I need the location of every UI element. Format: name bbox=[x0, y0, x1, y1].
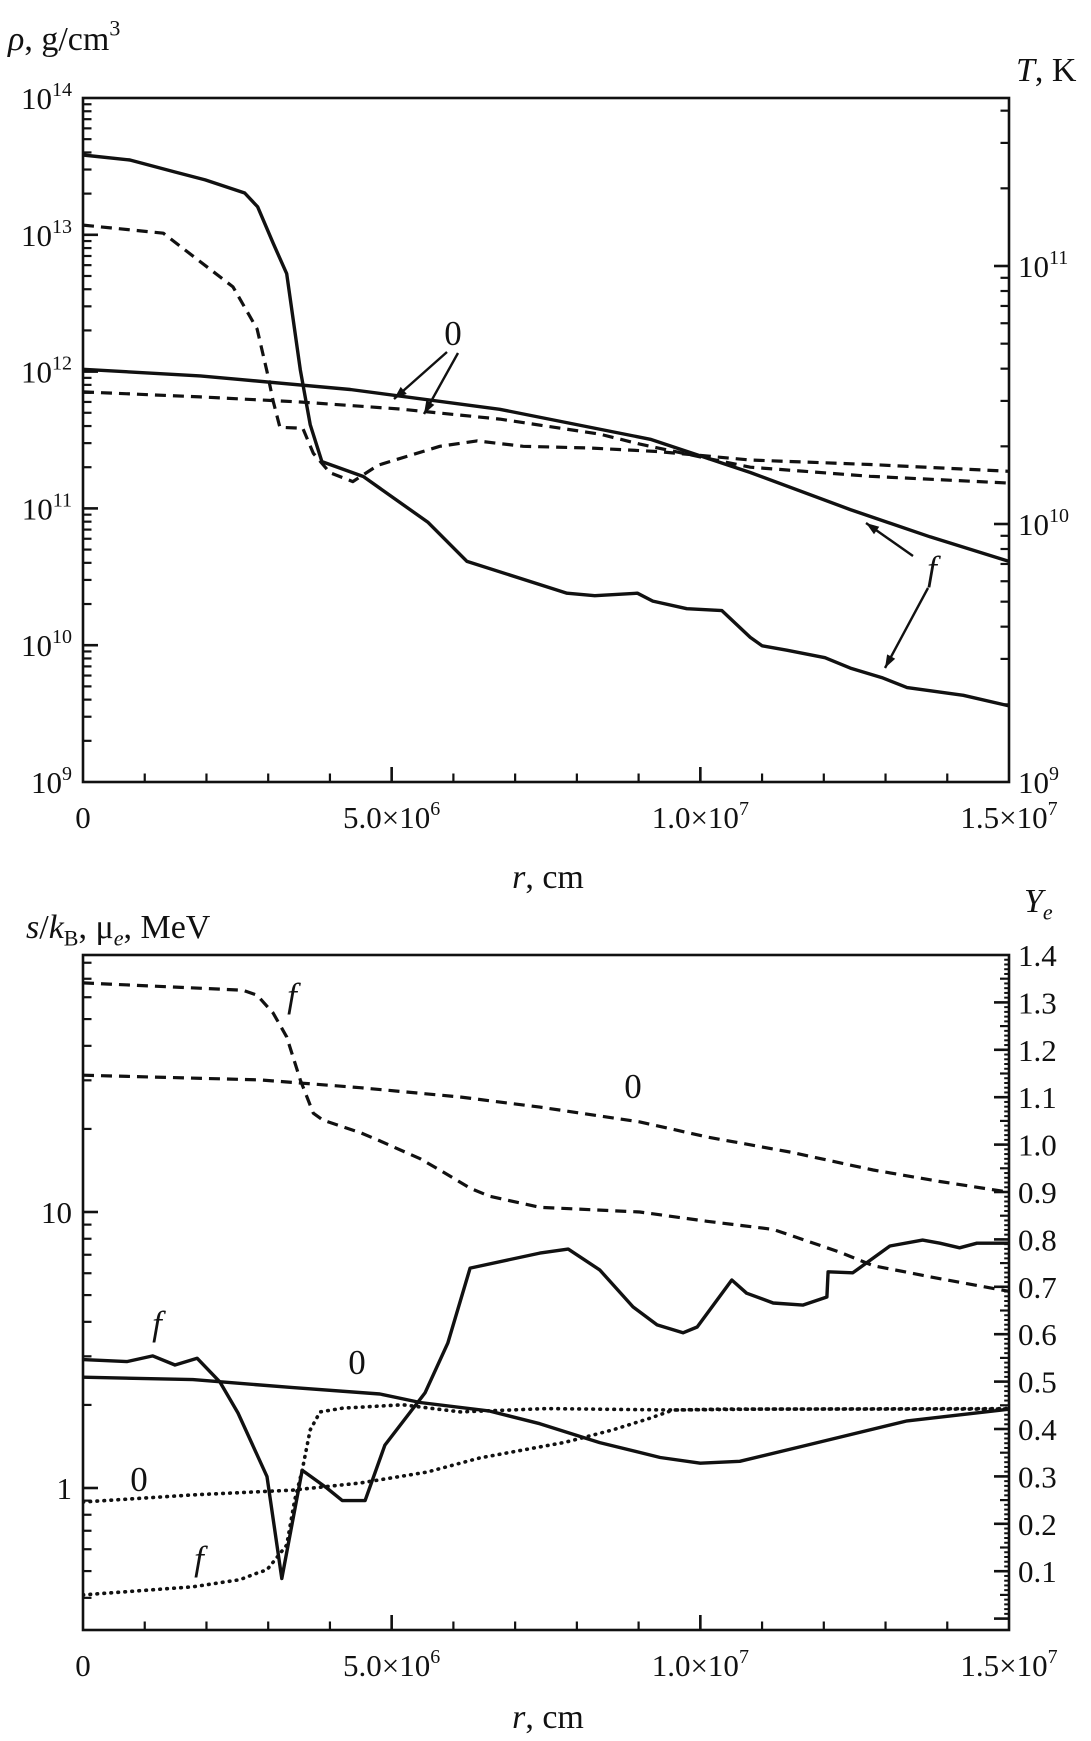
top-plot-left-tick-label: 109 bbox=[31, 763, 72, 800]
annotation-f-0-text: f bbox=[287, 976, 301, 1015]
annotation-f-5-text: f bbox=[194, 1539, 208, 1578]
annotation-0-4-text: 0 bbox=[130, 1460, 148, 1499]
bottom-plot-x-tick-label: 5.0×106 bbox=[343, 1646, 440, 1683]
annotation-f-1-text: f bbox=[927, 549, 941, 588]
bottom-plot-right-tick-label: 0.3 bbox=[1018, 1459, 1057, 1494]
series-mu-e-f bbox=[82, 981, 1010, 1293]
annotation-0-0-text: 0 bbox=[444, 314, 462, 353]
top-plot-x-tick-label: 0 bbox=[75, 800, 91, 835]
bottom-plot-right-tick-label: 0.5 bbox=[1018, 1365, 1057, 1400]
bottom-plot-right-tick-label: 0.8 bbox=[1018, 1222, 1057, 1257]
bottom-plot-frame bbox=[81, 953, 1011, 1632]
bottom-plot-right-tick-label: 1.2 bbox=[1018, 1033, 1057, 1068]
bottom-right-axis-title: Ye bbox=[1024, 883, 1053, 924]
bottom-plot-right-tick-label: 1.1 bbox=[1018, 1080, 1057, 1115]
top-plot-x-tick-label: 1.5×107 bbox=[960, 798, 1057, 835]
bottom-plot-right-tick-label: 0.7 bbox=[1018, 1270, 1057, 1305]
series-rho-f bbox=[82, 153, 1010, 708]
top-plot-x-tick-label: 5.0×106 bbox=[343, 798, 440, 835]
bottom-plot-left-tick-label: 10 bbox=[41, 1195, 72, 1230]
top-plot: 0 5.0×106 1.0×107 1.5×107 1014 1013 1012 1011 10… bbox=[7, 16, 1077, 896]
bottom-plot-right-tick-label: 1.4 bbox=[1018, 938, 1057, 973]
bottom-plot-right-tick-label: 0.9 bbox=[1018, 1175, 1057, 1210]
top-plot-left-tick-label: 1014 bbox=[21, 79, 72, 116]
top-plot-right-tick-label: 1011 bbox=[1018, 247, 1068, 284]
annotation-0-1-text: 0 bbox=[624, 1067, 642, 1106]
bottom-plot-right-tick-label: 0.1 bbox=[1018, 1554, 1057, 1589]
annotation-0-3-text: 0 bbox=[348, 1343, 366, 1382]
top-plot-left-tick-label: 1010 bbox=[21, 626, 72, 663]
top-plot-curves bbox=[82, 153, 1010, 708]
series-rho-0 bbox=[82, 367, 1010, 564]
top-plot-right-tick-label: 1010 bbox=[1018, 505, 1069, 542]
top-right-axis-title: T, K bbox=[1016, 52, 1077, 89]
bottom-left-axis-title: s/kB, μe, MeV bbox=[26, 909, 211, 950]
series-mu-e-0 bbox=[82, 1073, 1010, 1194]
bottom-plot-curves bbox=[82, 981, 1010, 1597]
bottom-plot-x-tick-label: 1.5×107 bbox=[960, 1646, 1057, 1683]
bottom-plot-right-tick-label: 1.3 bbox=[1018, 985, 1057, 1020]
top-plot-right-tick-label: 109 bbox=[1018, 763, 1059, 800]
top-plot-x-tick-label: 1.0×107 bbox=[652, 798, 749, 835]
top-plot-left-tick-label: 1012 bbox=[21, 353, 72, 390]
series-T-0 bbox=[82, 390, 1010, 485]
bottom-plot-right-tick-label: 0.6 bbox=[1018, 1317, 1057, 1352]
bottom-plot-x-tick-label: 0 bbox=[75, 1648, 91, 1683]
bottom-x-axis-title: r, cm bbox=[512, 1699, 584, 1736]
series-T-f bbox=[82, 223, 1010, 484]
annotation-f-2-text: f bbox=[152, 1304, 166, 1343]
top-x-axis-title: r, cm bbox=[512, 859, 584, 896]
series-s-0 bbox=[82, 1375, 1010, 1465]
annotation-f-1-arrow-1-shaft bbox=[883, 587, 930, 669]
top-left-axis-title: ρ, g/cm3 bbox=[7, 16, 120, 58]
top-plot-left-tick-label: 1011 bbox=[22, 489, 72, 526]
annotation-f-1-arrow-1-head bbox=[885, 654, 896, 668]
series-Ye-0 bbox=[82, 1407, 1010, 1504]
bottom-plot-right-tick-label: 1.0 bbox=[1018, 1128, 1057, 1163]
annotation-0-0-arrow-0-head bbox=[394, 386, 407, 399]
series-Ye-f bbox=[82, 1403, 1010, 1597]
series-s-f bbox=[82, 1238, 1009, 1581]
bottom-plot-x-tick-label: 1.0×107 bbox=[652, 1646, 749, 1683]
annotation-f-1-arrow-0-head bbox=[866, 523, 880, 535]
bottom-plot-left-tick-label: 1 bbox=[57, 1471, 73, 1506]
top-plot-left-tick-label: 1013 bbox=[21, 216, 72, 253]
bottom-plot: 0 5.0×106 1.0×107 1.5×107 10 1 1.4 1.3 1.2 1.1 1.0… bbox=[26, 883, 1058, 1736]
bottom-plot-right-tick-label: 0.2 bbox=[1018, 1507, 1057, 1542]
annotation-0-0-arrow-1-head bbox=[424, 400, 435, 414]
bottom-plot-right-tick-label: 0.4 bbox=[1018, 1412, 1057, 1447]
top-plot-frame bbox=[81, 96, 1011, 784]
